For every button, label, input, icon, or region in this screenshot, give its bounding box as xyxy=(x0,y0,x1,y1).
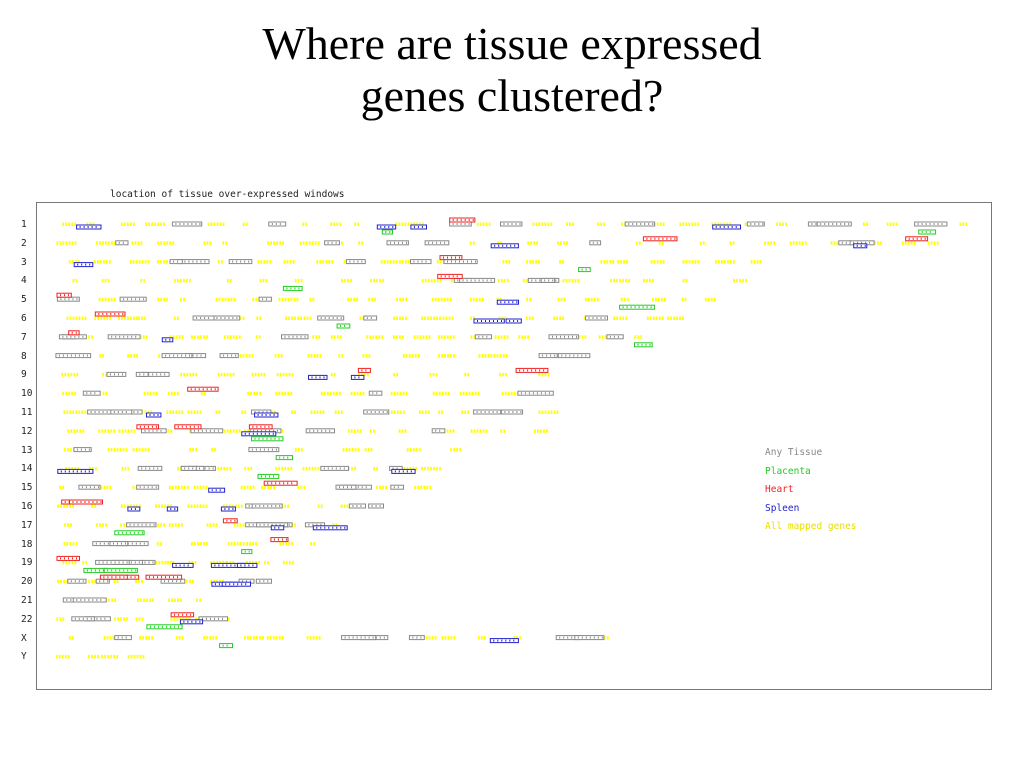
chromosome-label-8: 8 xyxy=(21,350,27,362)
chromosome-label-3: 3 xyxy=(21,256,27,268)
legend-item-spleen: Spleen xyxy=(765,502,800,514)
chromosome-label-18: 18 xyxy=(21,538,33,550)
slide-title-line-2: genes clustered? xyxy=(360,70,664,121)
chromosome-label-6: 6 xyxy=(21,313,27,324)
legend-item-placenta: Placenta xyxy=(765,465,811,477)
chromosome-label-11: 11 xyxy=(21,407,33,418)
chromosome-label-1: 1 xyxy=(21,219,27,230)
chromosome-label-15: 15 xyxy=(21,482,33,494)
chromosome-label-13: 13 xyxy=(21,444,33,456)
legend-item-all-mapped-genes: All mapped genes xyxy=(765,521,857,532)
slide-title: Where are tissue expressed genes cluster… xyxy=(0,18,1024,122)
chromosome-label-4: 4 xyxy=(21,275,27,287)
chromosome-label-9: 9 xyxy=(21,369,27,381)
chromosome-label-17: 17 xyxy=(21,519,33,531)
chromosome-label-5: 5 xyxy=(21,294,27,306)
chromosome-label-14: 14 xyxy=(21,463,33,475)
chromosome-label-21: 21 xyxy=(21,595,33,606)
chromosome-label-19: 19 xyxy=(21,557,33,569)
slide-title-line-1: Where are tissue expressed xyxy=(262,18,762,69)
chromosome-label-10: 10 xyxy=(21,388,33,400)
plot-caption: location of tissue over-expressed window… xyxy=(110,189,345,200)
chromosome-label-22: 22 xyxy=(21,613,33,625)
chromosome-label-Y: Y xyxy=(21,651,27,663)
legend-item-any-tissue: Any Tissue xyxy=(765,447,823,458)
chromosome-label-X: X xyxy=(21,632,27,644)
chromosome-label-7: 7 xyxy=(21,331,27,343)
chromosome-label-16: 16 xyxy=(21,501,33,512)
plot-frame xyxy=(36,202,992,690)
chromosome-label-20: 20 xyxy=(21,576,33,588)
chromosome-label-12: 12 xyxy=(21,425,33,437)
chromosome-label-2: 2 xyxy=(21,237,27,249)
legend-item-heart: Heart xyxy=(765,484,794,495)
